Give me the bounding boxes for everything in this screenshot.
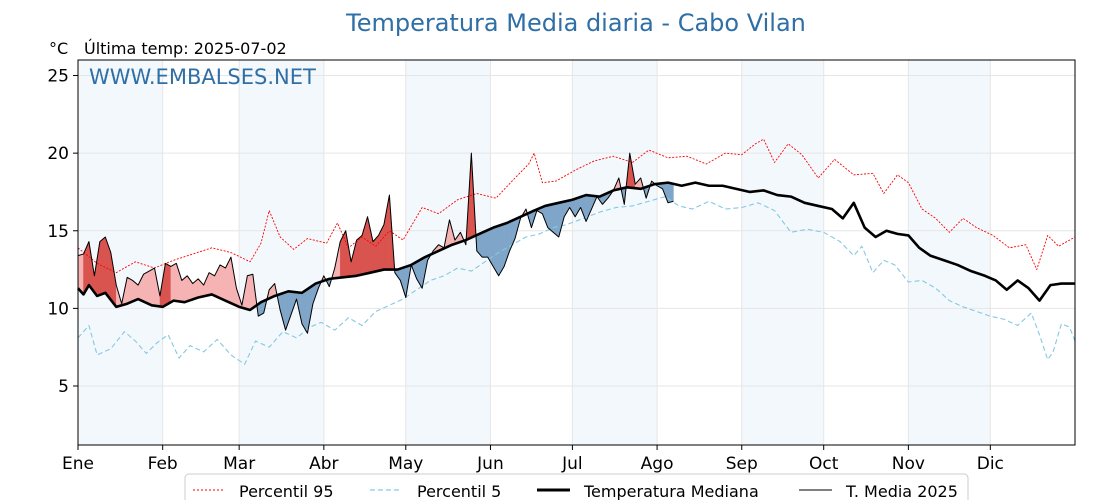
x-tick-label: Mar bbox=[223, 454, 255, 474]
x-tick-label: Jun bbox=[476, 454, 504, 474]
above-median-fill bbox=[378, 224, 385, 272]
above-median-fill bbox=[356, 234, 363, 277]
below-median-fill bbox=[553, 202, 559, 238]
above-median-fill bbox=[192, 278, 199, 300]
series-lines bbox=[77, 138, 1076, 365]
above-median-fill bbox=[148, 267, 155, 306]
chart-title: Temperatura Media diaria - Cabo Vilan bbox=[345, 9, 806, 37]
series-line-percentil-95 bbox=[77, 138, 1076, 274]
watermark: WWW.EMBALSES.NET bbox=[89, 65, 316, 89]
x-tick-label: Nov bbox=[892, 454, 925, 474]
y-tick-label: 5 bbox=[58, 377, 69, 397]
y-tick-label: 25 bbox=[47, 67, 69, 87]
above-median-fill bbox=[165, 263, 172, 306]
series-line-t-media-2025 bbox=[77, 152, 674, 334]
x-tick-label: Abr bbox=[309, 454, 338, 474]
above-median-fill bbox=[126, 276, 133, 305]
month-band bbox=[741, 60, 824, 445]
above-median-fill bbox=[143, 270, 150, 305]
legend-box bbox=[184, 473, 969, 500]
above-median-fill bbox=[219, 264, 226, 301]
x-tick-label: Sep bbox=[726, 454, 758, 474]
month-band bbox=[78, 60, 163, 445]
above-median-fill bbox=[247, 273, 254, 310]
plot-frame bbox=[77, 59, 1076, 446]
series-line-temperatura-mediana bbox=[77, 181, 1075, 312]
x-tick-label: May bbox=[388, 454, 423, 474]
x-tick-label: Oct bbox=[809, 454, 839, 474]
legend-label-current: T. Media 2025 bbox=[845, 482, 958, 500]
x-tick-label: Dic bbox=[977, 454, 1004, 474]
legend: Percentil 95 Percentil 5 Temperatura Med… bbox=[184, 473, 969, 500]
x-tick-label: Jul bbox=[561, 454, 583, 474]
y-axis-ticks: 5 10 15 20 25 bbox=[47, 67, 78, 397]
above-median-fill bbox=[340, 230, 346, 278]
x-tick-label: Ene bbox=[62, 454, 94, 474]
y-tick-label: 20 bbox=[47, 144, 69, 164]
above-median-fill bbox=[367, 216, 374, 274]
y-tick-label: 15 bbox=[47, 222, 69, 242]
month-band bbox=[239, 60, 324, 445]
month-bands bbox=[78, 60, 991, 445]
above-median-fill bbox=[170, 263, 177, 303]
above-median-fill bbox=[225, 257, 232, 304]
y-axis-unit: °C bbox=[49, 39, 68, 58]
x-tick-label: Feb bbox=[148, 454, 178, 474]
x-tick-label: Ago bbox=[641, 454, 674, 474]
x-axis-ticks: Ene Feb Mar Abr May Jun Jul Ago Sep Oct Nov Dic bbox=[62, 445, 1004, 474]
legend-label-median: Temperatura Mediana bbox=[583, 482, 759, 500]
legend-label-p95: Percentil 95 bbox=[239, 482, 334, 500]
last-temp-label: Última temp: 2025-07-02 bbox=[84, 39, 287, 58]
above-median-fill bbox=[208, 272, 215, 296]
series-line-percentil-5 bbox=[77, 196, 1076, 365]
legend-label-p5: Percentil 5 bbox=[417, 482, 501, 500]
below-median-fill bbox=[482, 229, 488, 258]
month-band bbox=[405, 60, 491, 445]
month-band bbox=[572, 60, 658, 445]
above-median-fill bbox=[203, 272, 210, 297]
above-median-fill bbox=[176, 263, 183, 303]
month-band bbox=[908, 60, 991, 445]
y-tick-label: 10 bbox=[47, 299, 69, 319]
above-median-fill bbox=[99, 236, 106, 296]
